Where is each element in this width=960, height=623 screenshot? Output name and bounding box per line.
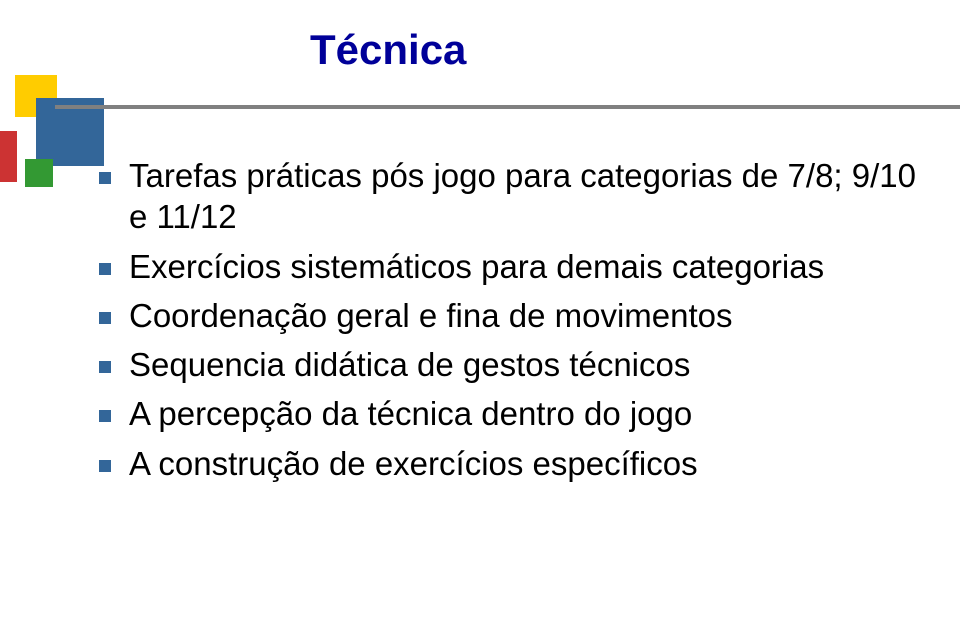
list-item: A percepção da técnica dentro do jogo — [95, 393, 925, 434]
accent-square-green — [25, 159, 53, 187]
list-item: Coordenação geral e fina de movimentos — [95, 295, 925, 336]
list-item: A construção de exercícios específicos — [95, 443, 925, 484]
list-item: Tarefas práticas pós jogo para categoria… — [95, 155, 925, 238]
slide: Técnica Tarefas práticas pós jogo para c… — [0, 0, 960, 623]
list-item: Exercícios sistemáticos para demais cate… — [95, 246, 925, 287]
slide-title: Técnica — [310, 26, 466, 74]
horizontal-divider — [55, 105, 960, 109]
slide-content: Tarefas práticas pós jogo para categoria… — [95, 155, 925, 492]
accent-rect-red — [0, 131, 17, 182]
list-item: Sequencia didática de gestos técnicos — [95, 344, 925, 385]
bullet-list: Tarefas práticas pós jogo para categoria… — [95, 155, 925, 484]
